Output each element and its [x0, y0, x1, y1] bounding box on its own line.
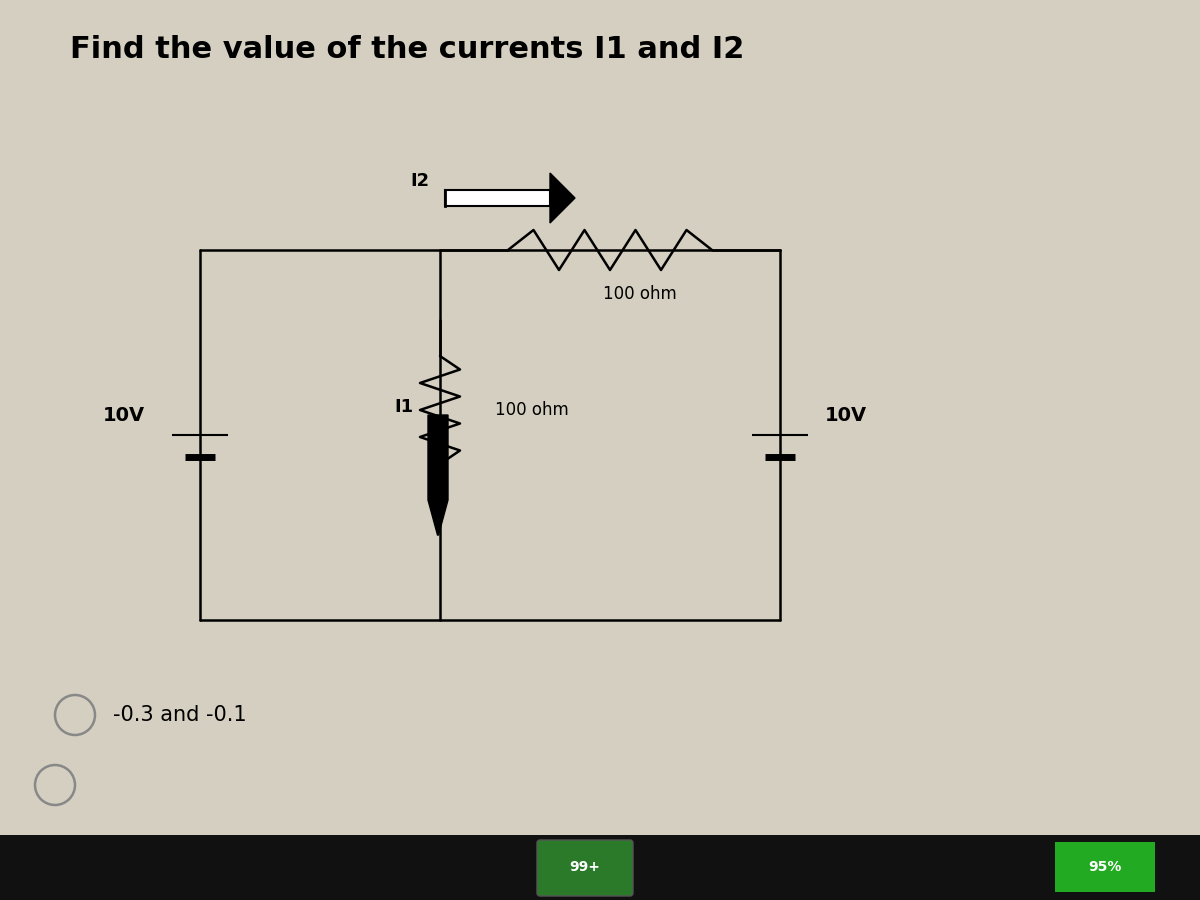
Text: 100 ohm: 100 ohm: [604, 285, 677, 303]
Text: 99+: 99+: [570, 860, 600, 874]
FancyBboxPatch shape: [445, 190, 550, 206]
Text: -0.3 and -0.1: -0.3 and -0.1: [113, 705, 247, 725]
Text: I1: I1: [394, 398, 413, 416]
Text: 10V: 10V: [103, 406, 145, 425]
Polygon shape: [550, 173, 575, 223]
FancyBboxPatch shape: [538, 840, 634, 896]
Text: 95%: 95%: [1088, 860, 1122, 874]
Text: I2: I2: [410, 172, 430, 190]
Bar: [0, 835, 1200, 900]
Text: 100 ohm: 100 ohm: [496, 401, 569, 419]
Text: 10V: 10V: [826, 406, 868, 425]
Text: Find the value of the currents I1 and I2: Find the value of the currents I1 and I2: [70, 35, 744, 64]
FancyBboxPatch shape: [1055, 842, 1154, 892]
Polygon shape: [428, 415, 448, 535]
